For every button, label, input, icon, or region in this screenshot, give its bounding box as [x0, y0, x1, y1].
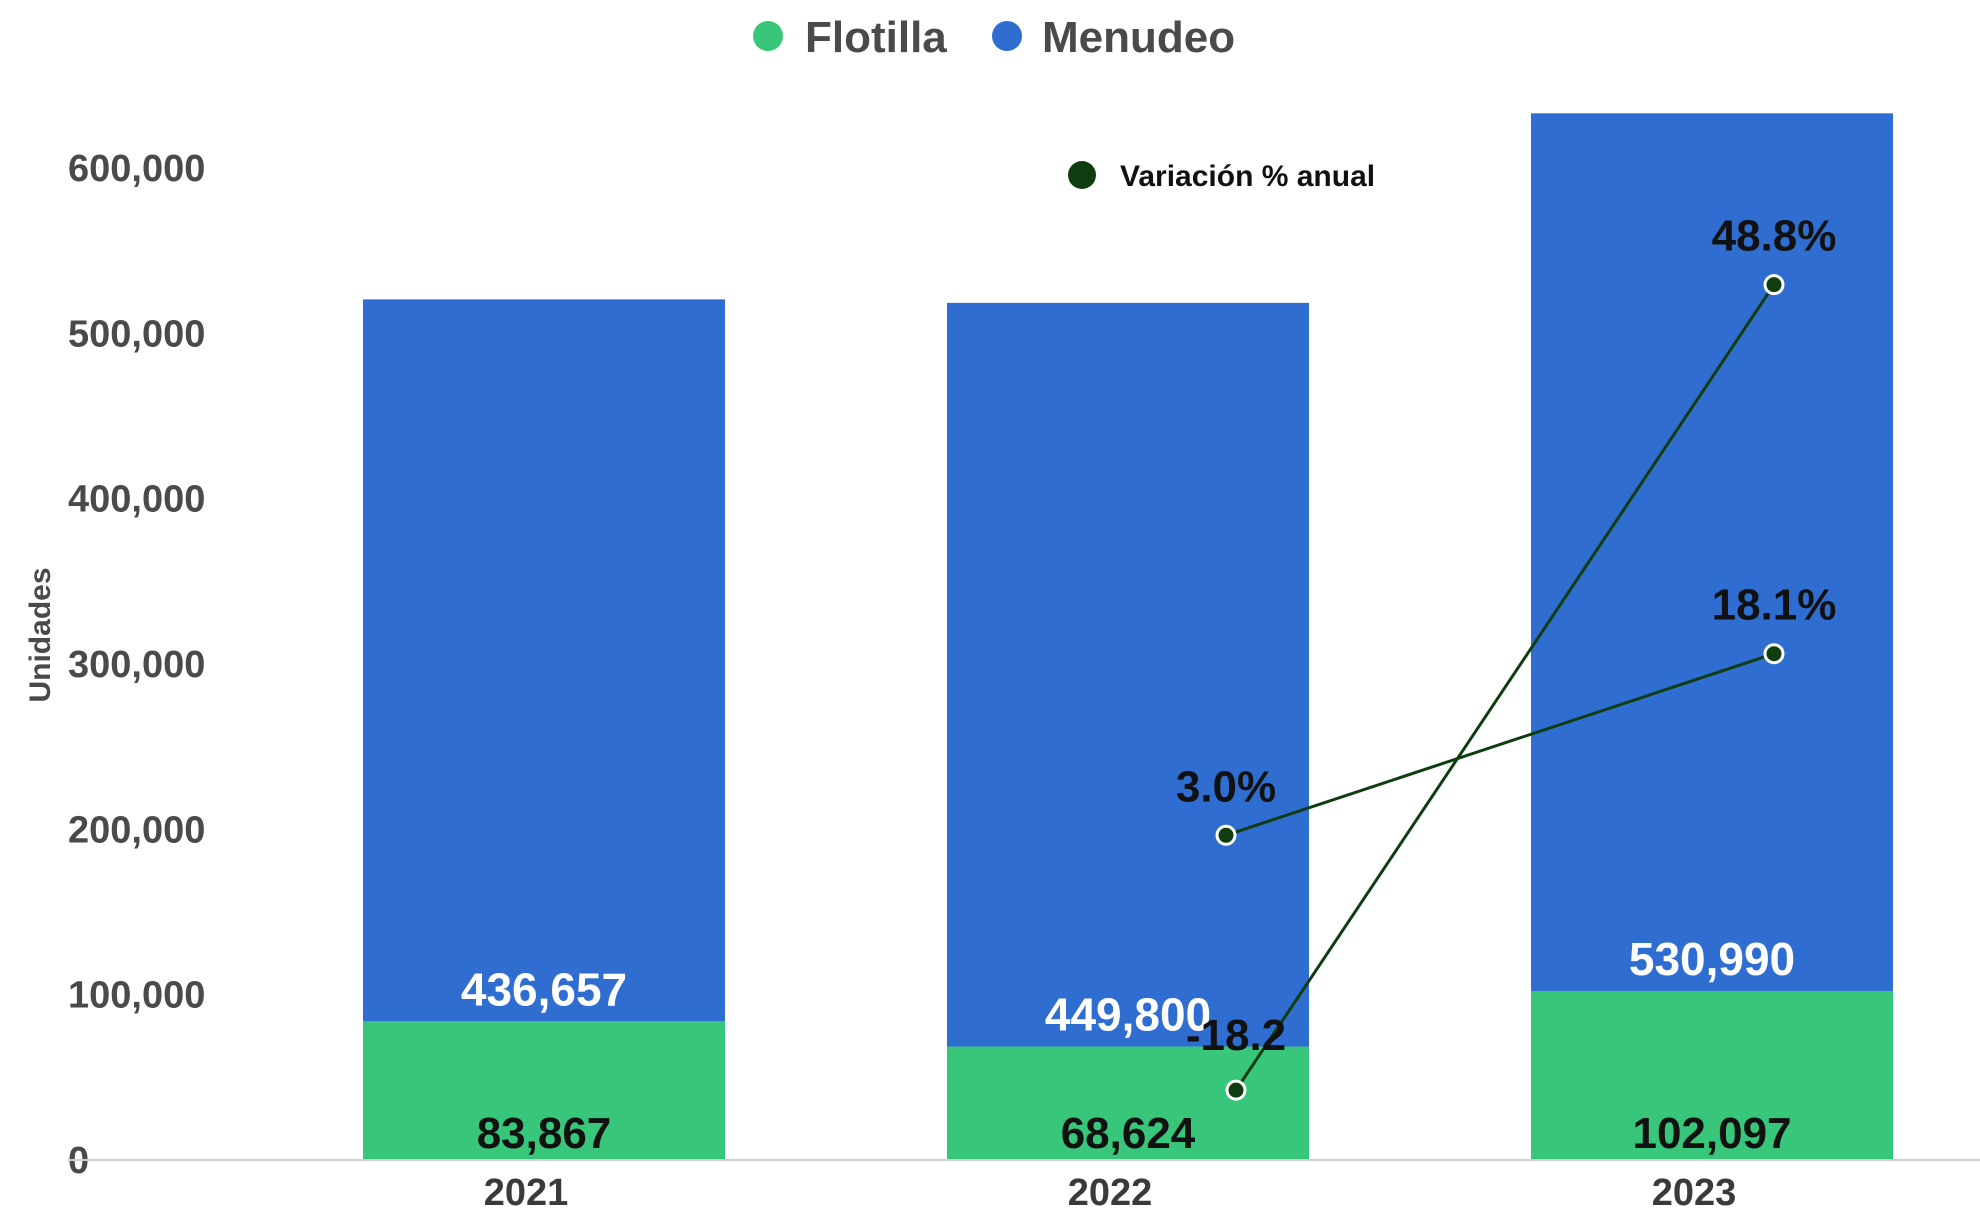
bar-menudeo-2023	[1531, 113, 1893, 992]
y-axis-label: Unidades	[24, 567, 57, 702]
x-tick-label: 2023	[1652, 1172, 1737, 1211]
legend-label-variacion: Variación % anual	[1120, 160, 1375, 193]
bar-flotilla-2023	[1531, 991, 1893, 1160]
data-label-menudeo-2021: 436,657	[461, 963, 627, 1015]
bar-flotilla-2021	[363, 1021, 725, 1160]
variation-label-total: 18.1%	[1712, 581, 1837, 630]
variation-point-flotilla	[1225, 1079, 1247, 1101]
y-axis: 0100,000200,000300,000400,000500,000600,…	[68, 148, 205, 1182]
y-tick-label: 500,000	[68, 313, 205, 355]
variation-point-total	[1215, 824, 1237, 846]
legend-swatch-variacion	[1068, 161, 1096, 189]
legend-label-flotilla: Flotilla	[805, 13, 947, 62]
bar-flotilla-2022	[947, 1046, 1309, 1160]
data-label-menudeo-2022: 449,800	[1045, 989, 1211, 1041]
bar-labels: 436,657 83,867 449,800 68,624 530,990 102,097	[461, 933, 1795, 1158]
legend-swatch-flotilla	[753, 21, 783, 51]
x-tick-label: 2022	[1068, 1172, 1153, 1211]
variation-line-flotilla	[1234, 283, 1776, 1091]
bar-menudeo-2022	[947, 302, 1309, 1047]
data-label-flotilla-2022: 68,624	[1061, 1109, 1196, 1158]
variation-point-total	[1763, 643, 1785, 665]
variation-line-total	[1225, 652, 1775, 837]
bar-menudeo-2021	[363, 299, 725, 1022]
data-label-flotilla-2023: 102,097	[1632, 1109, 1791, 1158]
legend-swatch-menudeo	[992, 21, 1022, 51]
variation-lines: 3.0% 18.1% -18.2 48.8%	[1176, 212, 1837, 1101]
y-tick-label: 100,000	[68, 975, 205, 1017]
y-tick-label: 400,000	[68, 479, 205, 521]
y-tick-label: 600,000	[68, 148, 205, 190]
x-tick-label: 2021	[484, 1172, 569, 1211]
x-axis: 2021 2022 2023	[484, 1172, 1737, 1211]
y-tick-label: 300,000	[68, 644, 205, 686]
data-label-flotilla-2021: 83,867	[477, 1109, 612, 1158]
legend: Flotilla Menudeo Variación % anual	[753, 13, 1375, 193]
data-label-menudeo-2023: 530,990	[1629, 933, 1795, 985]
variation-label-flotilla: 48.8%	[1712, 212, 1837, 261]
variation-point-flotilla	[1763, 274, 1785, 296]
legend-label-menudeo: Menudeo	[1042, 13, 1235, 62]
variation-label-total: 3.0%	[1176, 762, 1276, 811]
y-tick-label: 200,000	[68, 809, 205, 851]
bars	[363, 113, 1893, 1160]
variation-label-flotilla: -18.2	[1186, 1011, 1286, 1060]
